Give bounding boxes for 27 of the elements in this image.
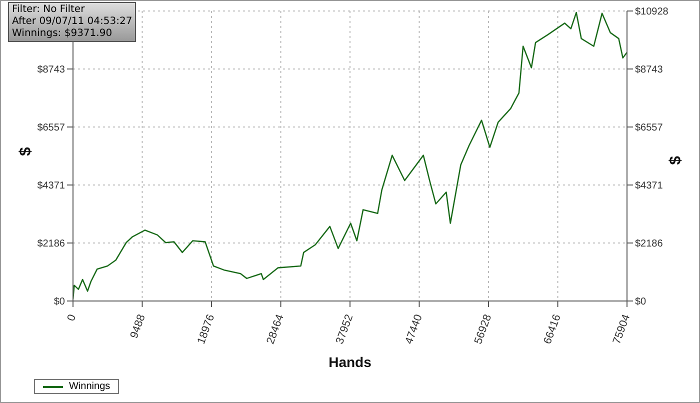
x-axis-title: Hands [328,354,372,370]
annotation: After 09/07/11 04:53:27 [12,16,132,28]
y2-tick-label: $4371 [635,180,664,192]
x-tick-label: 9488 [128,312,148,340]
y2-axis-title: $ [668,156,685,165]
y2-tick-label: $10928 [635,6,669,18]
y-tick-label: $2186 [37,238,66,250]
y-axis-title: $ [18,147,35,156]
x-tick-label: 28464 [264,312,286,346]
x-tick-label: 56928 [472,312,494,346]
y-tick-label: $6557 [37,122,66,134]
x-tick-label: 0 [65,312,79,323]
y-tick-label: $4371 [37,180,66,192]
x-tick-label: 75904 [610,312,633,346]
y-tick-label: $0 [54,296,66,308]
y2-tick-label: $2186 [635,238,664,250]
x-tick-label: 18976 [195,312,218,346]
annotation: Filter: No Filter [12,4,86,16]
y2-tick-label: $0 [635,296,647,308]
y-tick-label: $8743 [37,64,66,76]
x-tick-label: 47440 [403,312,425,346]
y2-tick-label: $6557 [635,122,664,134]
x-tick-label: 37952 [334,312,356,346]
x-tick-label: 66416 [542,312,564,346]
y2-tick-label: $8743 [635,64,664,76]
legend-label: Winnings [69,381,110,392]
annotation: Winnings: $9371.90 [12,28,114,40]
